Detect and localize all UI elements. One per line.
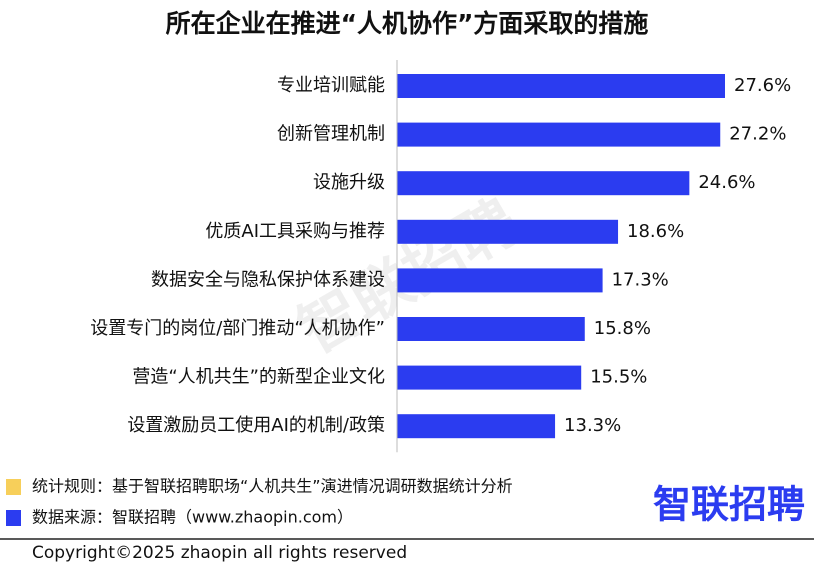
category-label: 设置激励员工使用AI的机制/政策 xyxy=(127,415,385,436)
category-label: 数据安全与隐私保护体系建设 xyxy=(151,269,385,290)
category-label: 设施升级 xyxy=(313,172,385,193)
legend-swatch xyxy=(6,510,21,526)
value-label: 27.2% xyxy=(729,124,786,145)
category-label: 优质AI工具采购与推荐 xyxy=(205,221,385,242)
bar xyxy=(397,74,725,98)
bar xyxy=(397,171,690,196)
value-label: 27.6% xyxy=(734,75,791,96)
note: 统计规则：基于智联招聘职场“人机共生”演进情况调研数据统计分析 xyxy=(32,477,513,496)
bar xyxy=(397,219,619,244)
value-label: 15.8% xyxy=(594,318,651,339)
value-label: 17.3% xyxy=(612,269,669,290)
bar xyxy=(397,317,585,341)
category-label: 营造“人机共生”的新型企业文化 xyxy=(132,367,385,388)
value-label: 24.6% xyxy=(698,172,755,193)
chart-title: 所在企业在推进“人机协作”方面采取的措施 xyxy=(166,9,649,38)
legend-swatch xyxy=(6,479,21,495)
category-label: 设置专门的岗位/部门推动“人机协作” xyxy=(90,318,385,339)
category-label: 专业培训赋能 xyxy=(277,75,385,96)
value-label: 18.6% xyxy=(627,221,684,242)
value-label: 13.3% xyxy=(564,415,621,436)
bar xyxy=(397,268,603,293)
bar xyxy=(397,414,556,439)
bar xyxy=(397,365,582,390)
category-label: 创新管理机制 xyxy=(277,124,385,145)
bar xyxy=(397,122,721,147)
logo: 智联招聘 xyxy=(653,483,805,527)
note: 数据来源：智联招聘（www.zhaopin.com） xyxy=(32,508,353,527)
copyright: Copyright©2025 zhaopin all rights reserv… xyxy=(32,543,407,563)
value-label: 15.5% xyxy=(590,367,647,388)
